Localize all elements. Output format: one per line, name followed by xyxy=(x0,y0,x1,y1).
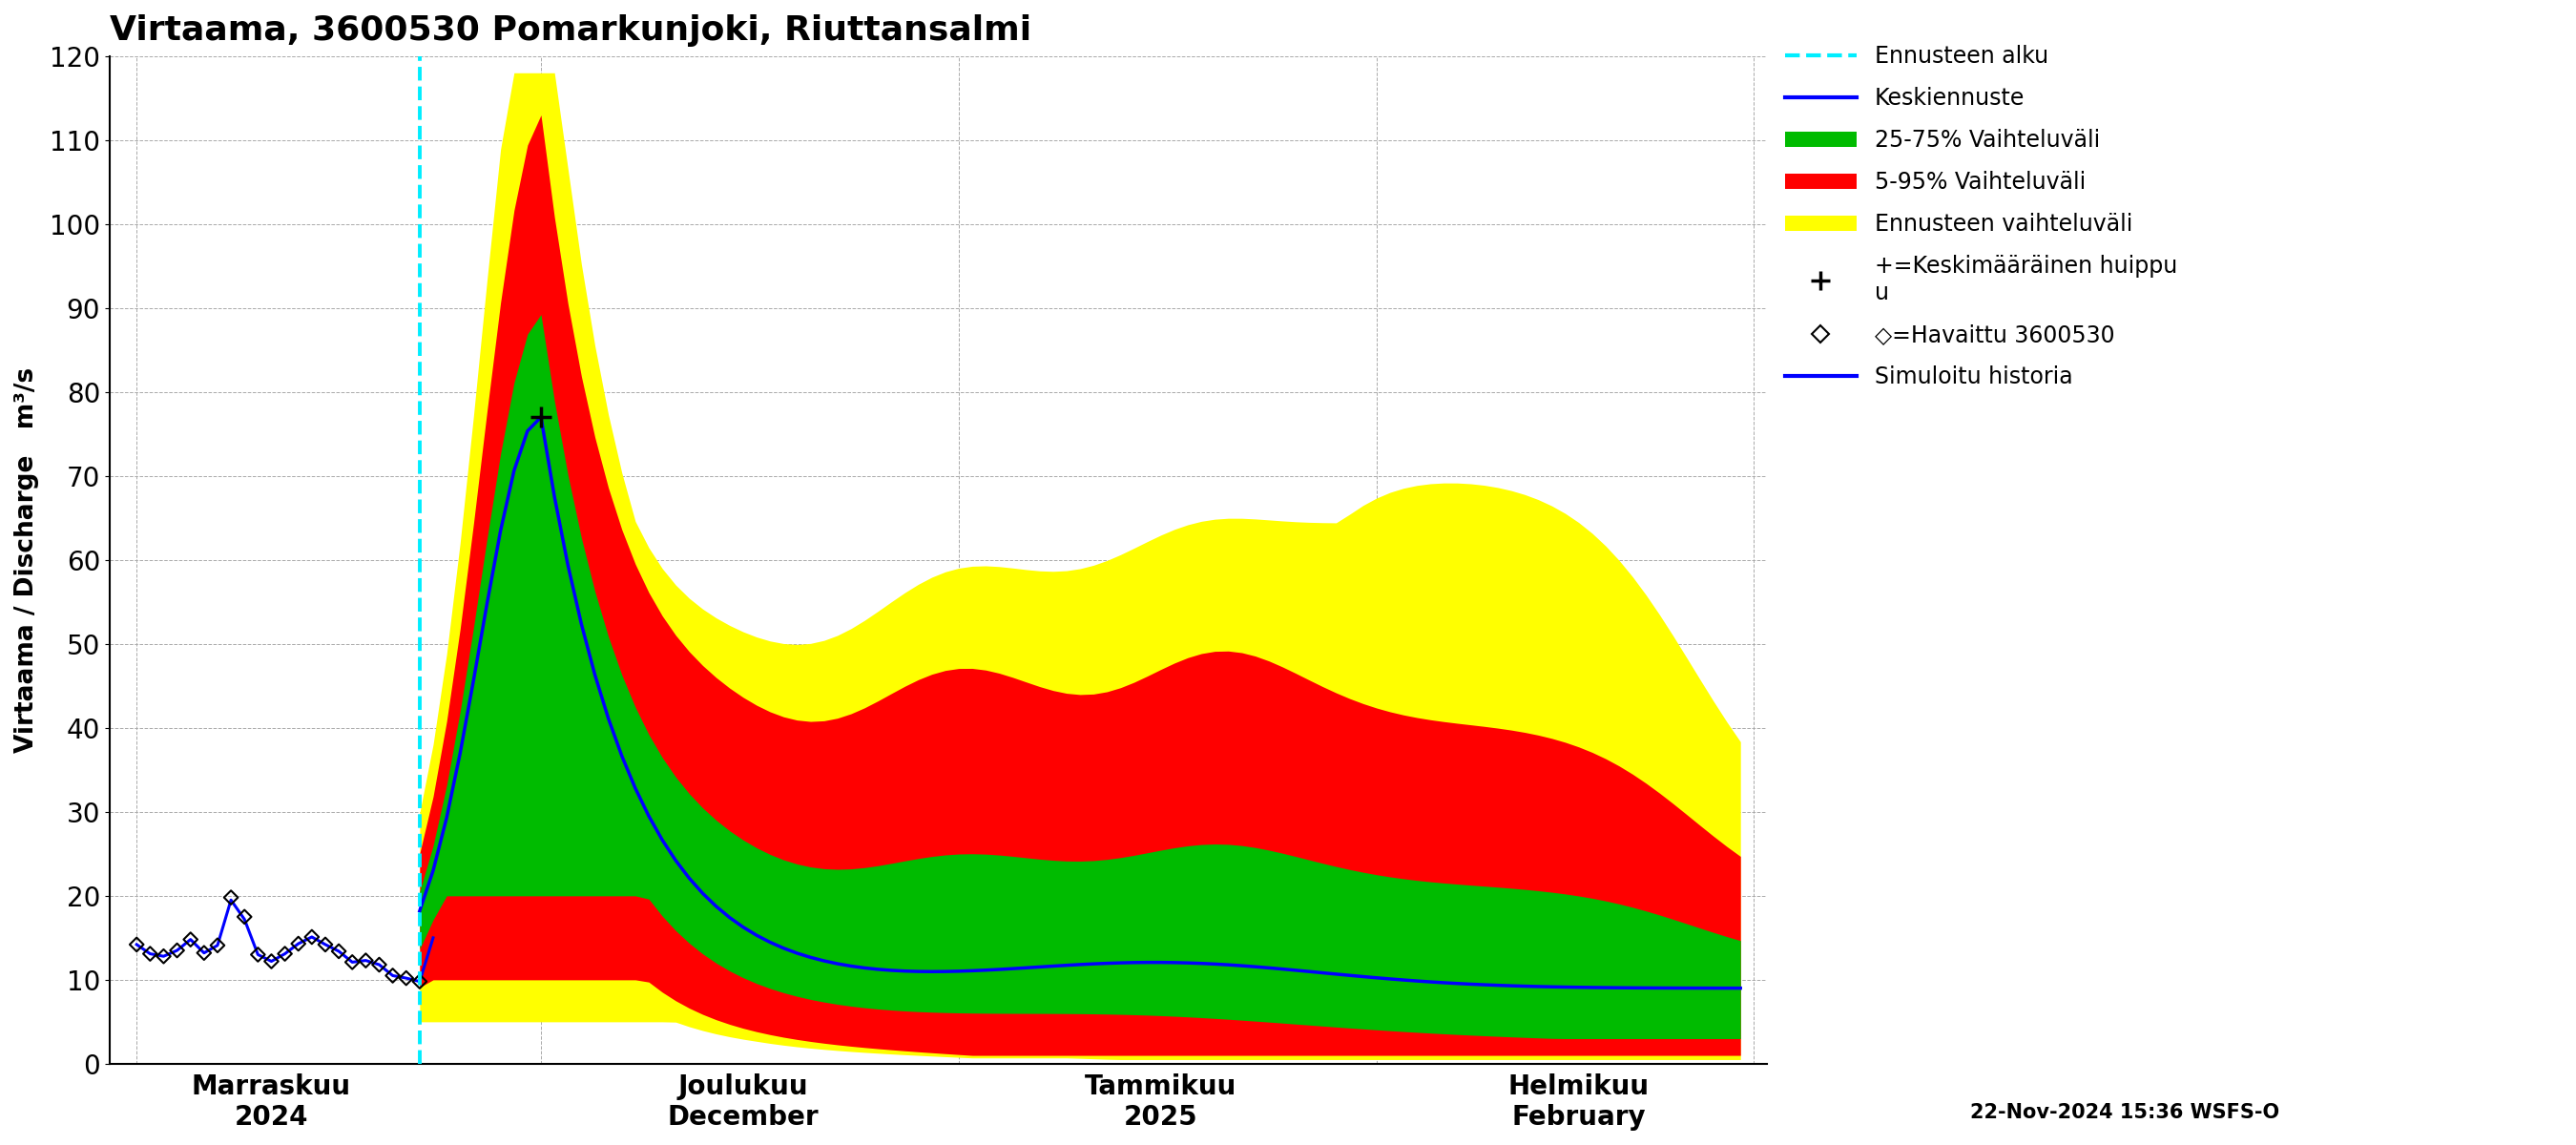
Point xyxy=(196,937,237,955)
Point xyxy=(183,943,224,962)
Text: 22-Nov-2024 15:36 WSFS-O: 22-Nov-2024 15:36 WSFS-O xyxy=(1971,1103,2280,1122)
Point xyxy=(250,953,291,971)
Point xyxy=(291,927,332,946)
Y-axis label: Virtaama / Discharge   m³/s: Virtaama / Discharge m³/s xyxy=(15,368,39,752)
Point xyxy=(386,969,428,987)
Point xyxy=(144,947,185,965)
Point xyxy=(304,935,345,954)
Point xyxy=(358,956,399,974)
Point xyxy=(371,966,412,985)
Point xyxy=(224,908,265,926)
Point xyxy=(399,972,440,990)
Point xyxy=(278,934,319,953)
Legend: Ennusteen alku, Keskiennuste, 25-75% Vaihteluväli, 5-95% Vaihteluväli, Ennusteen: Ennusteen alku, Keskiennuste, 25-75% Vai… xyxy=(1775,35,2187,397)
Point xyxy=(345,951,386,970)
Point xyxy=(170,931,211,949)
Point xyxy=(319,942,361,961)
Text: Virtaama, 3600530 Pomarkunjoki, Riuttansalmi: Virtaama, 3600530 Pomarkunjoki, Riuttans… xyxy=(111,14,1030,47)
Point xyxy=(211,889,252,907)
Point xyxy=(129,945,170,963)
Point xyxy=(116,935,157,954)
Point xyxy=(265,945,307,963)
Point xyxy=(237,946,278,964)
Point xyxy=(157,941,198,960)
Point xyxy=(332,953,374,971)
